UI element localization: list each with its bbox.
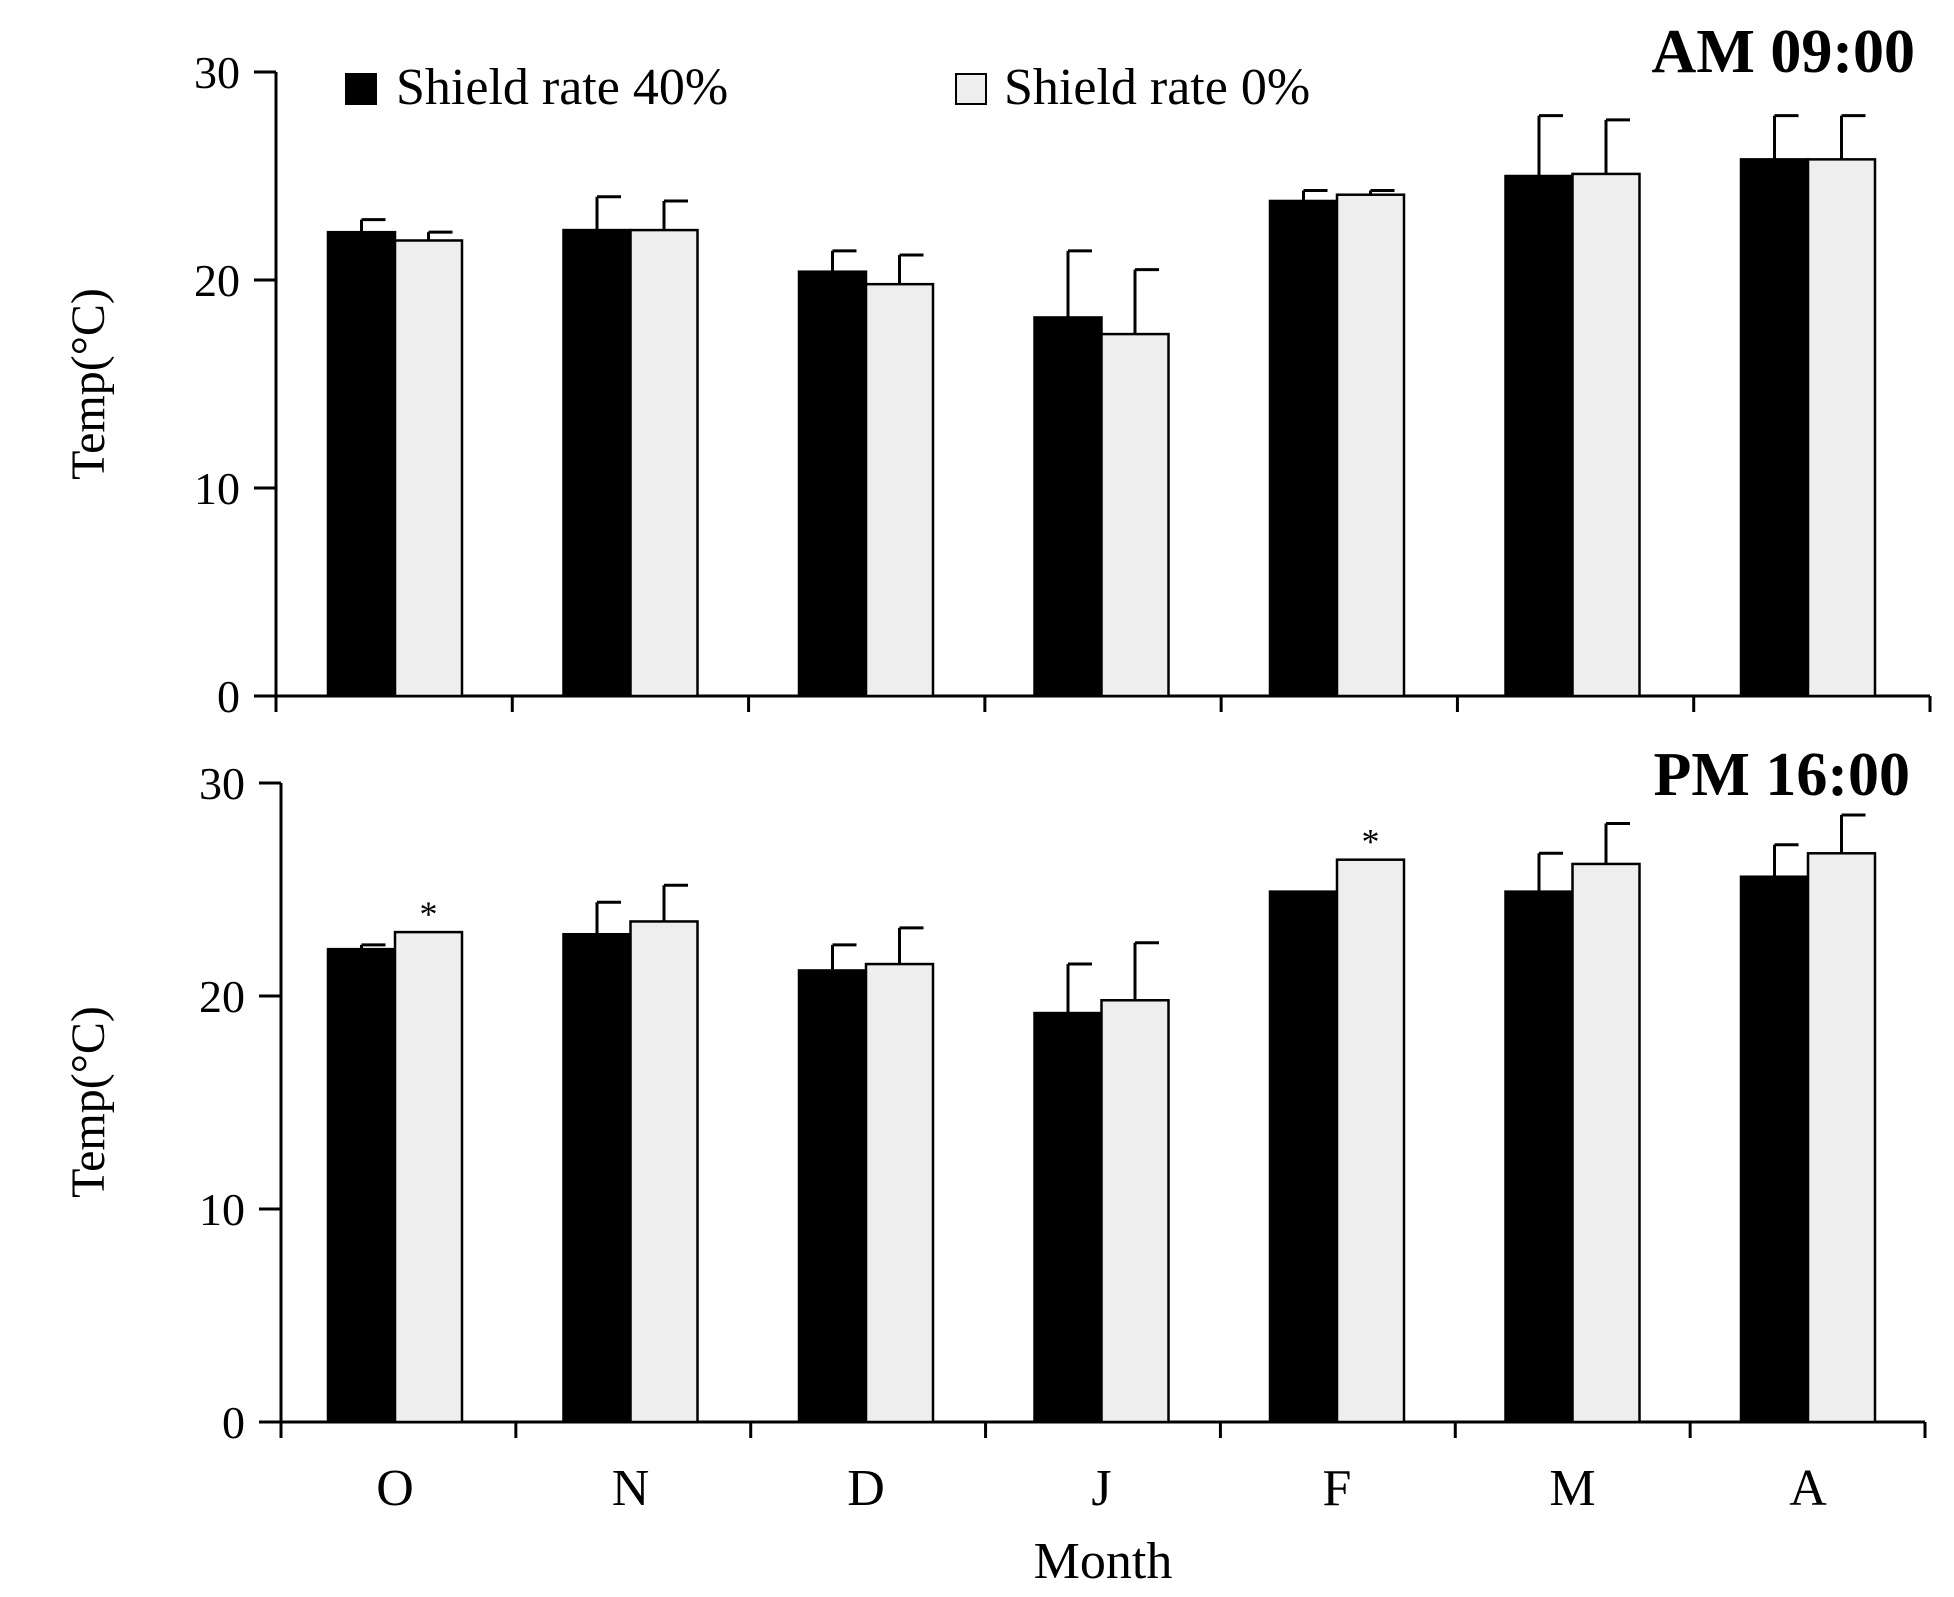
- bar-shield-0-f: [1335, 858, 1406, 1424]
- y-tick-label: 20: [194, 255, 240, 306]
- bar-shield-40-j: [1033, 316, 1103, 698]
- bar-shield-40-a: [1739, 158, 1810, 698]
- panel-title: AM 09:00: [1652, 18, 1915, 86]
- bar-shield-0-d: [864, 962, 935, 1424]
- legend-label-shield-0: Shield rate 0%: [1004, 59, 1310, 116]
- y-tick-label: 30: [199, 758, 245, 809]
- legend-label-shield-40: Shield rate 40%: [396, 59, 728, 116]
- bar-shield-40-a: [1739, 875, 1810, 1424]
- y-tick-label: 20: [199, 971, 245, 1022]
- bar-shield-40-n: [562, 228, 632, 698]
- x-axis-label: Month: [1034, 1533, 1173, 1590]
- bar-shield-0-o: [393, 239, 464, 698]
- panel-title: PM 16:00: [1653, 741, 1910, 809]
- bar-shield-0-m: [1571, 172, 1641, 698]
- bar-shield-0-n: [629, 228, 699, 698]
- bar-shield-40-m: [1504, 174, 1574, 698]
- legend-swatch-shield-0: [955, 73, 987, 105]
- significance-marker: *: [420, 894, 438, 934]
- panel-pm: 0 10 20 30 O N D J F M A * * PM 16:00 Temp(°C) Month: [62, 741, 1927, 1590]
- bar-shield-0-a: [1806, 852, 1877, 1424]
- legend: Shield rate 40% Shield rate 0%: [345, 59, 1310, 116]
- x-tick-label: O: [376, 1460, 414, 1517]
- bar-shield-0-a: [1806, 158, 1877, 698]
- bar-shield-40-o: [326, 230, 397, 698]
- x-tick-label: N: [612, 1460, 650, 1517]
- bar-shield-0-j: [1100, 332, 1170, 698]
- x-tick-label: M: [1549, 1460, 1595, 1517]
- bar-shield-0-f: [1335, 193, 1406, 698]
- panel-am: 0 10 20 30 AM 09:00 Temp(°C): [62, 18, 1932, 722]
- bar-shield-0-o: [393, 930, 464, 1424]
- bar-shield-40-m: [1504, 890, 1574, 1424]
- significance-marker: *: [1362, 822, 1380, 862]
- bar-shield-0-n: [629, 920, 699, 1424]
- bar-shield-40-f: [1268, 199, 1339, 698]
- bar-shield-0-j: [1100, 999, 1170, 1424]
- x-tick-label: F: [1323, 1460, 1352, 1517]
- y-tick-label: 10: [194, 463, 240, 514]
- y-tick-label: 0: [222, 1397, 245, 1448]
- y-tick-label: 0: [217, 671, 240, 722]
- bar-shield-40-o: [326, 947, 397, 1424]
- bar-shield-40-n: [562, 932, 632, 1424]
- x-tick-label: J: [1091, 1460, 1111, 1517]
- bar-shield-0-m: [1571, 862, 1641, 1424]
- bar-shield-40-d: [797, 969, 868, 1424]
- y-axis-label: Temp(°C): [62, 288, 115, 480]
- y-tick-label: 30: [194, 47, 240, 98]
- bar-shield-40-f: [1268, 890, 1339, 1424]
- bar-shield-40-j: [1033, 1011, 1103, 1424]
- y-tick-label: 10: [199, 1184, 245, 1235]
- x-tick-label: A: [1789, 1460, 1827, 1517]
- bar-shield-0-d: [864, 282, 935, 698]
- bar-shield-40-d: [797, 270, 868, 698]
- y-axis-label: Temp(°C): [62, 1006, 115, 1198]
- x-tick-label: D: [847, 1460, 885, 1517]
- legend-swatch-shield-40: [345, 73, 377, 105]
